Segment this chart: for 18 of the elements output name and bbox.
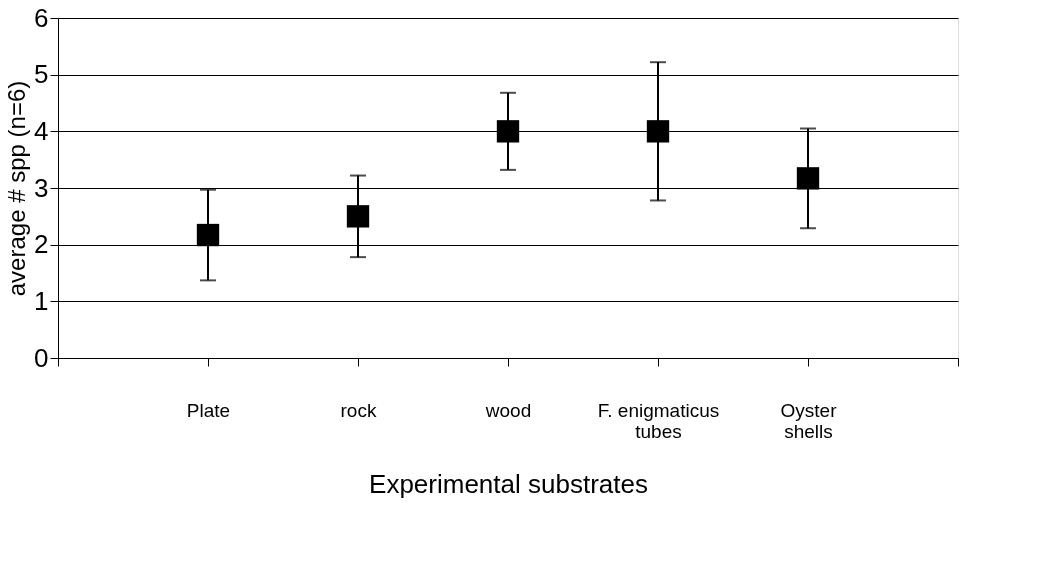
y-axis-title: average # spp (n=6) bbox=[3, 80, 31, 297]
point bbox=[646, 120, 670, 143]
x-tick-label: F. enigmaticus tubes bbox=[597, 399, 720, 442]
y-tick-label: 0 bbox=[34, 342, 49, 373]
y-tick-label: 3 bbox=[34, 172, 49, 203]
point bbox=[346, 205, 370, 228]
x-tick-label: wood bbox=[484, 399, 532, 421]
y-tick-label: 5 bbox=[34, 59, 49, 90]
point bbox=[796, 167, 820, 190]
y-tick-label: 4 bbox=[34, 115, 49, 146]
x-tick-label: rock bbox=[340, 399, 377, 421]
x-axis-title: Experimental substrates bbox=[369, 468, 648, 499]
y-tick-label: 2 bbox=[34, 229, 49, 260]
x-tick-label: Oyster shells bbox=[780, 399, 838, 442]
point bbox=[496, 120, 520, 143]
y-tick-label: 6 bbox=[34, 2, 49, 33]
x-tick-label: Plate bbox=[186, 399, 231, 421]
y-tick-label: 1 bbox=[34, 285, 49, 316]
